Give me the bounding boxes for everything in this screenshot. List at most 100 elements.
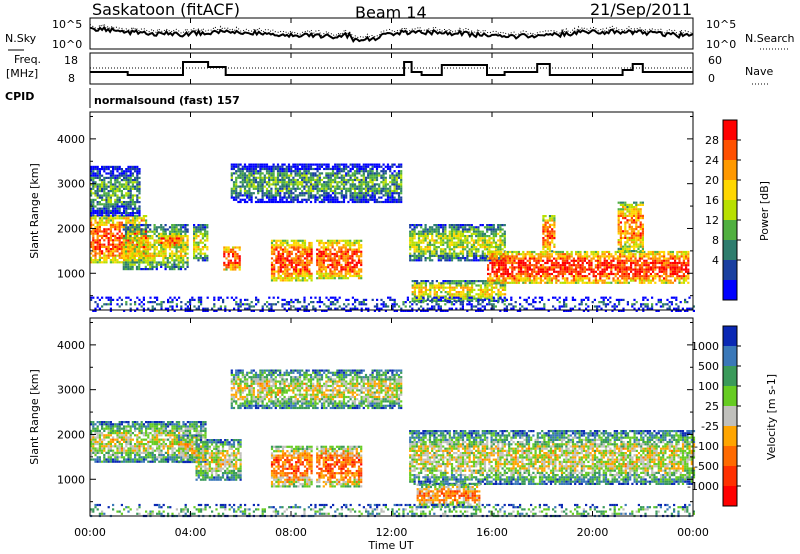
heatmap-cell [437,232,440,235]
heatmap-cell [182,246,185,249]
heatmap-cell [105,234,108,237]
heatmap-cell [279,270,282,273]
heatmap-cell [531,270,534,273]
heatmap-cell [331,198,335,201]
heatmap-cell [603,281,606,284]
heatmap-cell [257,198,260,201]
heatmap-cell [273,248,276,251]
heatmap-cell [195,230,198,233]
heatmap-cell [333,252,336,256]
heatmap-cell [470,239,473,242]
heatmap-cell [92,223,95,226]
heatmap-cell [448,250,451,253]
heatmap-cell [634,275,637,278]
heatmap-cell [134,203,137,206]
heatmap-cell [367,181,370,184]
heatmap-cell [605,275,608,278]
heatmap-cell [495,281,498,284]
heatmap-cell [103,217,106,220]
heatmap-cell [272,172,275,175]
heatmap-cell [533,259,536,262]
heatmap-cell [134,205,137,208]
heatmap-cell [360,174,363,177]
heatmap-cell [96,194,99,197]
heatmap-cell [308,268,311,271]
heatmap-cell [177,230,180,233]
heatmap-cell [168,226,172,229]
heatmap-cell [237,167,240,171]
heatmap-cell [241,194,244,197]
heatmap-cell [599,277,602,280]
heatmap-cell [413,297,416,300]
heatmap-cell [98,168,101,171]
heatmap-cell [625,261,628,265]
heatmap-cell [120,214,123,217]
heatmap-cell [94,194,97,197]
heatmap-cell [371,172,374,175]
heatmap-cell [357,261,361,264]
heatmap-cell [127,179,130,182]
heatmap-cell [382,167,385,171]
heatmap-cell [358,185,361,188]
heatmap-cell [295,255,298,258]
heatmap-cell [393,192,396,195]
heatmap-cell [274,178,277,182]
heatmap-cell [160,237,163,240]
heatmap-cell [283,200,286,204]
heatmap-cell [333,272,336,275]
heatmap-cell [281,163,284,166]
heatmap-cell [250,196,253,199]
heatmap-cell [331,192,335,195]
heatmap-cell [109,165,112,168]
heatmap-cell [281,259,285,262]
heatmap-cell [420,257,423,260]
heatmap-cell [96,207,99,210]
heatmap-cell [413,237,416,240]
heatmap-cell [294,198,297,201]
heatmap-cell [109,196,112,199]
heatmap-cell [272,196,275,199]
heatmap-cell [329,174,332,177]
heatmap-cell [274,183,277,186]
heatmap-cell [125,174,128,177]
heatmap-cell [92,209,95,212]
heatmap-cell [263,200,266,204]
heatmap-cell [107,248,110,251]
heatmap-cell [103,256,106,259]
heatmap-cell [131,239,134,242]
heatmap-cell [166,261,169,264]
heatmap-cell [90,194,93,197]
heatmap-cell [634,268,637,271]
heatmap-cell [517,257,520,260]
heatmap-cell [166,241,170,244]
heatmap-cell [535,281,538,284]
heatmap-cell [422,237,425,240]
heatmap-cell [546,266,549,269]
heatmap-cell [180,239,183,242]
heatmap-cell [382,194,385,197]
heatmap-cell [316,277,319,280]
heatmap-cell [235,172,238,175]
heatmap-cell [127,265,130,268]
heatmap-cell [444,280,447,283]
heatmap-cell [105,212,108,215]
heatmap-cell [522,259,525,262]
heatmap-cell [548,266,551,269]
heatmap-cell [98,256,101,259]
heatmap-cell [92,243,95,246]
heatmap-cell [340,194,343,197]
heatmap-cell [96,174,99,177]
heatmap-cell [116,215,119,218]
heatmap-cell [435,250,438,253]
heatmap-cell [107,185,110,188]
heatmap-cell [112,241,115,244]
heatmap-cell [488,241,491,244]
heatmap-cell [638,259,641,262]
heatmap-cell [502,257,505,260]
heatmap-cell [360,167,363,171]
heatmap-cell [308,261,311,264]
heatmap-cell [109,194,112,197]
heatmap-cell [138,205,141,208]
heatmap-cell [316,170,319,173]
heatmap-cell [310,272,313,275]
